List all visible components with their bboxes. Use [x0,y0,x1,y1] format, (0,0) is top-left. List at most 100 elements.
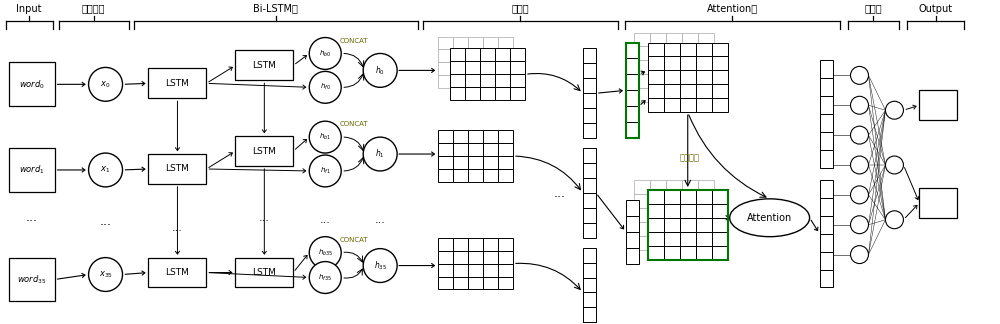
Circle shape [851,96,868,114]
Bar [648,190,664,204]
Bar [820,61,833,78]
Circle shape [89,153,123,187]
Circle shape [309,71,341,103]
Bar [468,156,483,169]
Bar [919,90,957,120]
Bar [583,123,596,138]
Bar [626,75,639,90]
Bar [483,75,498,88]
Bar [634,47,650,61]
Text: $word_{35}$: $word_{35}$ [17,273,46,286]
Text: $h_0$: $h_0$ [375,64,385,77]
Bar [626,216,639,232]
Text: $h_{b0}$: $h_{b0}$ [319,48,331,59]
Bar [698,32,714,47]
Bar [682,32,698,47]
Bar [664,204,680,218]
Text: Attention: Attention [747,213,792,223]
Bar [664,246,680,260]
Text: LSTM: LSTM [252,268,276,277]
Bar [682,180,698,194]
Text: ...: ... [100,215,112,228]
Bar [583,178,596,193]
Bar [483,37,498,50]
Bar [648,204,664,218]
Bar [9,258,55,301]
Bar [498,156,513,169]
Bar [682,75,698,88]
Bar [648,218,664,232]
Bar [682,208,698,222]
Bar [682,194,698,208]
Bar [498,63,513,75]
Text: $word_0$: $word_0$ [19,78,45,91]
Bar [680,84,696,98]
Text: ...: ... [554,187,566,200]
Bar [682,222,698,236]
Bar [498,263,513,276]
Text: CONCAT: CONCAT [339,121,368,127]
Circle shape [885,211,903,229]
Bar [680,190,696,204]
Bar [650,32,666,47]
Bar [583,208,596,223]
Bar [583,248,596,262]
Bar [438,63,453,75]
Bar [626,58,639,75]
Bar [498,276,513,289]
Bar [696,232,712,246]
Bar [583,262,596,277]
Bar [453,238,468,251]
Bar [583,64,596,78]
Bar [712,56,728,70]
Bar [712,70,728,84]
Bar [712,98,728,112]
Bar [634,194,650,208]
Bar [626,232,639,248]
Bar [453,37,468,50]
Circle shape [363,137,397,171]
Bar [666,236,682,249]
Bar [495,62,510,75]
Bar [666,61,682,75]
Circle shape [851,66,868,84]
Bar [820,114,833,132]
Bar [696,84,712,98]
Bar [712,218,728,232]
Bar [483,156,498,169]
Bar [468,263,483,276]
Text: 词嵌入层: 词嵌入层 [82,4,105,14]
Bar [634,222,650,236]
Bar [820,132,833,150]
Bar [664,218,680,232]
Bar [235,51,293,80]
Text: Bi-LSTM层: Bi-LSTM层 [253,4,298,14]
Bar [453,276,468,289]
Text: 全连接: 全连接 [865,4,882,14]
Bar [583,223,596,238]
Bar [480,75,495,87]
Bar [583,293,596,307]
Bar [648,70,664,84]
Bar [648,84,664,98]
Bar [495,75,510,87]
Bar [498,143,513,156]
Bar [712,204,728,218]
Bar [510,87,525,100]
Bar [453,143,468,156]
Text: $x_{35}$: $x_{35}$ [99,269,113,280]
Bar [438,238,453,251]
Bar [680,246,696,260]
Bar [453,251,468,263]
Bar [468,130,483,143]
Bar [648,246,664,260]
Bar [634,236,650,249]
Bar [634,32,650,47]
Text: $x_0$: $x_0$ [100,79,111,89]
Bar [483,143,498,156]
Bar [650,75,666,88]
Bar [626,106,639,122]
Circle shape [89,258,123,292]
Bar [468,143,483,156]
Bar [680,232,696,246]
